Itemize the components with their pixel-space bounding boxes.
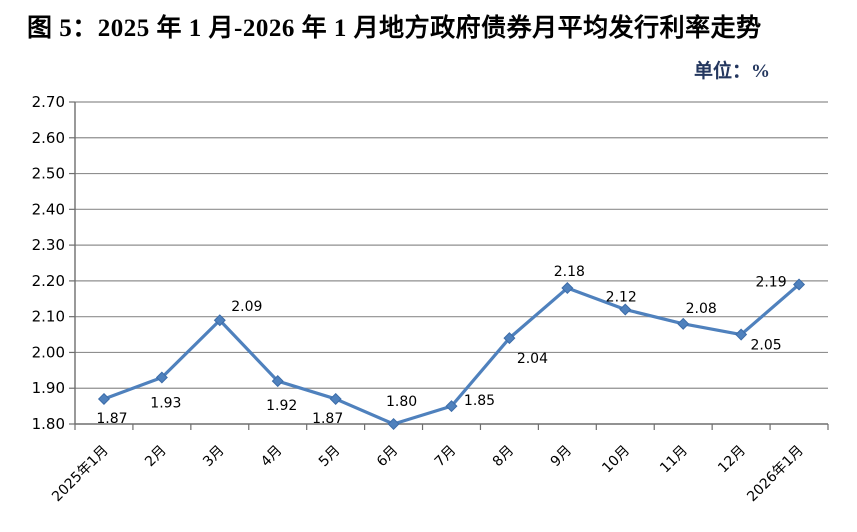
data-point-marker [445, 400, 458, 413]
x-tick-label: 4月 [258, 443, 286, 471]
data-point-label: 1.92 [266, 398, 297, 414]
line-chart-canvas: 1.80 1.90 2.00 2.10 2.20 2.30 2.40 2.50 2.60 2.70… [32, 93, 829, 506]
x-tick-label: 10月 [599, 443, 633, 477]
x-tick-label: 2026年1月 [744, 443, 807, 506]
x-tick-label: 2025年1月 [49, 443, 112, 506]
x-tick-label: 2月 [142, 443, 170, 471]
data-point-label: 2.04 [517, 351, 548, 367]
data-point-label: 1.87 [312, 411, 343, 427]
y-tick-label: 2.00 [32, 343, 65, 361]
y-tick-label: 1.80 [32, 415, 65, 433]
data-point-marker [561, 282, 574, 295]
data-point-label: 2.05 [751, 338, 782, 354]
data-point-marker [677, 317, 690, 330]
gridlines [75, 101, 828, 389]
data-point-label: 2.12 [606, 290, 637, 306]
data-series [97, 278, 806, 431]
unit-label: 单位：% [693, 61, 770, 82]
y-tick-label: 2.40 [32, 200, 65, 218]
y-tick-label: 1.90 [32, 379, 65, 397]
data-point-label: 1.93 [150, 395, 181, 411]
data-point-marker [735, 328, 748, 341]
data-point-marker [793, 278, 806, 291]
y-axis-ticks: 1.80 1.90 2.00 2.10 2.20 2.30 2.40 2.50 2.60 2.70 [32, 93, 75, 433]
data-point-marker [97, 392, 110, 405]
data-point-label: 1.80 [386, 394, 417, 410]
data-labels: 1.87 1.93 2.09 1.92 1.87 1.80 1.85 2.04 2.18 2.12… [96, 264, 786, 427]
x-tick-label: 8月 [490, 443, 518, 471]
data-point-label: 1.85 [464, 393, 495, 409]
y-tick-label: 2.70 [32, 93, 65, 111]
x-tick-label: 11月 [657, 443, 691, 477]
data-point-marker [387, 417, 400, 431]
data-point-marker [329, 392, 342, 405]
data-point-marker [503, 332, 516, 345]
data-point-label: 2.08 [686, 301, 717, 317]
x-tick-label: 7月 [432, 443, 460, 471]
data-point-marker [155, 371, 168, 384]
data-point-label: 2.19 [755, 274, 786, 290]
x-tick-label: 9月 [548, 443, 576, 471]
x-tick-label: 12月 [715, 443, 749, 477]
y-tick-label: 2.10 [32, 308, 65, 326]
x-tick-label: 6月 [374, 443, 402, 471]
x-tick-label: 3月 [200, 443, 228, 471]
y-tick-label: 2.20 [32, 272, 65, 290]
data-point-marker [213, 314, 226, 327]
data-point-marker [271, 375, 284, 388]
data-point-marker [619, 303, 632, 316]
y-tick-label: 2.60 [32, 129, 65, 147]
data-point-label: 2.09 [231, 299, 262, 315]
y-tick-label: 2.30 [32, 236, 65, 254]
axes [74, 102, 828, 425]
data-point-label: 2.18 [554, 264, 585, 280]
y-tick-label: 2.50 [32, 165, 65, 183]
data-point-label: 1.87 [96, 411, 127, 427]
figure-title: 图 5：2025 年 1 月-2026 年 1 月地方政府债券月平均发行利率走势 [27, 15, 762, 42]
x-tick-label: 5月 [316, 443, 344, 471]
